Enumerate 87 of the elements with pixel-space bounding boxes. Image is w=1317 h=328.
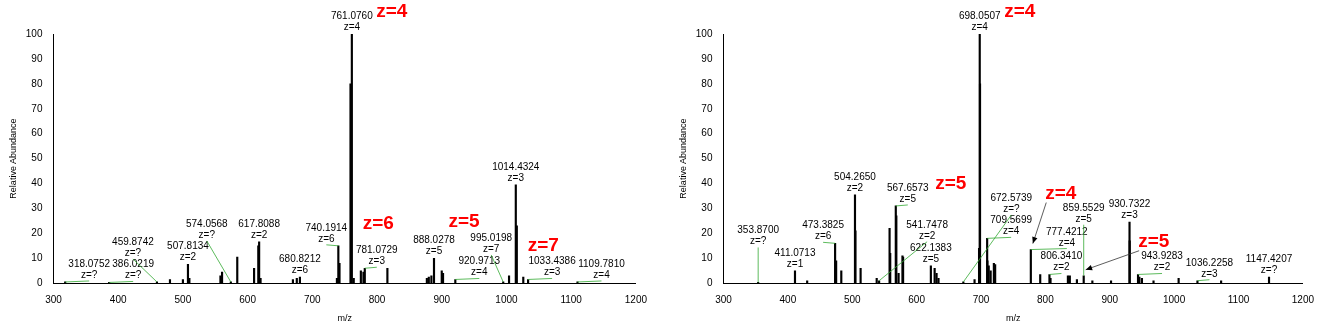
annotation: z=6 (362, 211, 394, 233)
x-tick-label: 1000 (495, 293, 519, 305)
y-tick-label: 10 (701, 252, 713, 264)
annotation: 386.0219 z=? (112, 258, 155, 281)
x-tick-label: 500 (174, 293, 192, 305)
annotation: 920.9713 z=4 (458, 255, 501, 278)
y-tick-label: 70 (31, 102, 43, 114)
annotation: 781.0729 z=3 (355, 244, 399, 267)
annotation: 574.0568 z=? (185, 217, 229, 240)
y-tick-label: 100 (25, 27, 43, 39)
x-tick-label: 400 (109, 293, 127, 305)
annotation: 680.8212 z=6 (279, 252, 322, 275)
annotation: 777.4212 z=4 (1045, 225, 1089, 248)
x-tick-label: 800 (1037, 293, 1055, 305)
x-tick-label: 600 (908, 293, 926, 305)
annotation: 740.1914 z=6 (305, 221, 348, 244)
annotation: 1036.2258 z=3 (1185, 256, 1234, 279)
x-tick-label: 1200 (624, 293, 648, 305)
y-tick-label: 50 (701, 152, 713, 164)
y-tick-label: 70 (701, 102, 713, 114)
annotation: 1014.4324 z=3 (492, 160, 540, 183)
y-tick-label: 80 (31, 77, 43, 89)
x-tick-label: 900 (433, 293, 451, 305)
x-axis-title: m/z (337, 313, 353, 324)
annotation: z=5 (935, 171, 967, 193)
annotation: 473.3825 z=6 (802, 219, 845, 242)
x-tick-label: 1100 (560, 293, 583, 305)
annotation: z=5 (1138, 229, 1170, 251)
annotation: 1033.4386 z=3 (528, 255, 577, 278)
y-tick-label: 0 (36, 276, 43, 288)
annotation: 1147.4207 z=? (1245, 252, 1293, 275)
annotation: 995.0198 z=7 (470, 231, 513, 254)
y-tick-label: 40 (31, 177, 43, 189)
annotation: z=7 (527, 233, 559, 255)
y-tick-label: 10 (31, 252, 43, 264)
x-tick-label: 300 (715, 293, 733, 305)
annotation: 888.0278 z=5 (413, 234, 456, 257)
x-tick-label: 400 (779, 293, 797, 305)
annotation: 459.8742 z=? (112, 235, 155, 258)
x-tick-label: 1000 (1163, 293, 1186, 305)
annotation: 859.5529 z=5 (1062, 201, 1105, 224)
annotation: z=4 (376, 0, 408, 21)
x-tick-label: 1200 (1291, 293, 1315, 305)
x-axis-title: m/z (1005, 313, 1021, 324)
annotation: 504.2650 z=2 (834, 170, 877, 193)
annotation: 1109.7810 z=4 (578, 257, 626, 280)
y-tick-label: 80 (701, 77, 713, 89)
annotation: 806.3410 z=2 (1040, 250, 1083, 273)
y-axis-title: Relative Abundance (7, 118, 18, 199)
annotation: 318.0752 z=? (68, 257, 111, 280)
annotation: z=5 (448, 210, 481, 232)
annotation: 622.1383 z=5 (910, 241, 953, 264)
annotation: 507.8134 z=2 (167, 240, 210, 263)
annotation: 353.8700 z=? (737, 224, 780, 247)
annotation: 411.0713 z=1 (774, 246, 816, 269)
x-tick-label: 700 (972, 293, 990, 305)
annotation: 761.0760 z=4 (330, 10, 374, 32)
y-tick-label: 20 (701, 227, 713, 239)
annotation: 567.6573 z=5 (886, 181, 930, 204)
x-tick-label: 300 (45, 293, 63, 305)
annotation: z=4 (1045, 181, 1077, 203)
annotation: 541.7478 z=2 (906, 218, 949, 241)
annotation: 930.7322 z=3 (1108, 198, 1151, 221)
x-tick-label: 700 (303, 293, 322, 305)
y-tick-label: 90 (31, 52, 43, 64)
y-tick-label: 30 (31, 202, 43, 214)
y-axis-title: Relative Abundance (677, 118, 688, 199)
y-tick-label: 20 (31, 227, 43, 239)
y-tick-label: 30 (701, 202, 713, 214)
annotation: 709.5699 z=4 (990, 214, 1033, 237)
annotation: 617.8088 z=2 (238, 217, 281, 240)
y-tick-label: 90 (701, 52, 713, 64)
annotation: z=4 (1004, 0, 1036, 21)
y-tick-label: 60 (31, 127, 43, 139)
annotation: 698.0507 z=4 (958, 10, 1002, 32)
x-tick-label: 1100 (1227, 293, 1250, 305)
annotation: 672.5739 z=? (990, 191, 1033, 214)
y-tick-label: 0 (706, 276, 713, 288)
x-tick-label: 500 (843, 293, 862, 305)
x-tick-label: 800 (368, 293, 386, 305)
x-tick-label: 900 (1101, 293, 1119, 305)
y-tick-label: 40 (701, 177, 713, 189)
annotation: 943.9283 z=2 (1141, 250, 1184, 273)
y-tick-label: 100 (695, 27, 713, 39)
y-tick-label: 50 (31, 152, 43, 164)
y-tick-label: 60 (701, 127, 713, 139)
x-tick-label: 600 (239, 293, 257, 305)
